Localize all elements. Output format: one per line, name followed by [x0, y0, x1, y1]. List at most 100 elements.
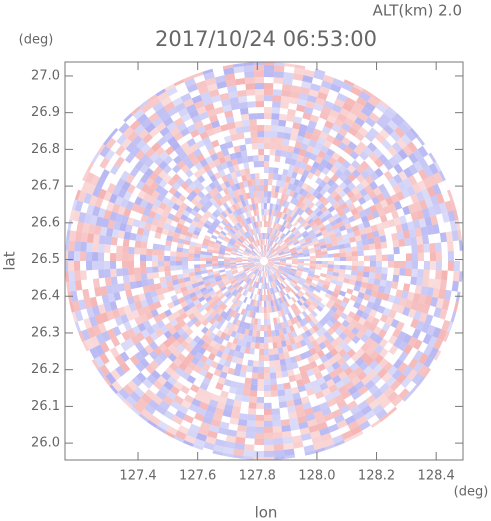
echo-cell [410, 300, 419, 311]
echo-cell [211, 234, 218, 240]
echo-cell [239, 270, 245, 275]
echo-cell [195, 302, 203, 310]
echo-cell [177, 238, 185, 244]
echo-cell [100, 312, 110, 323]
echo-cell [290, 226, 297, 233]
echo-cell [223, 135, 232, 144]
echo-cell [418, 157, 429, 169]
echo-cell [116, 245, 123, 254]
echo-cell [190, 198, 199, 206]
echo-cell [196, 139, 205, 149]
echo-cell [251, 378, 258, 385]
echo-cell [218, 232, 226, 238]
echo-cell [266, 263, 272, 268]
echo-cell [229, 152, 237, 161]
echo-cell [131, 309, 140, 319]
echo-cell [205, 435, 217, 445]
echo-cell [214, 306, 222, 314]
echo-cell [357, 141, 368, 152]
echo-cell [92, 278, 101, 288]
echo-cell [287, 331, 294, 339]
echo-cell [269, 294, 273, 301]
echo-cell [78, 331, 85, 342]
echo-cell [206, 248, 214, 253]
echo-cell [312, 226, 320, 232]
echo-cell [229, 303, 236, 310]
echo-cell [232, 203, 238, 211]
echo-cell [213, 272, 221, 278]
echo-cell [283, 247, 289, 252]
echo-cell [319, 382, 329, 391]
echo-cell [166, 235, 174, 242]
echo-cell [226, 284, 233, 290]
echo-cell [318, 195, 327, 204]
echo-cell [396, 304, 405, 315]
echo-cell [423, 261, 430, 270]
echo-cell [265, 221, 269, 228]
echo-cell [148, 414, 161, 426]
echo-cell [320, 432, 333, 442]
echo-cell [349, 318, 358, 327]
echo-cell [326, 364, 335, 374]
echo-cell [185, 344, 194, 353]
echo-cell [101, 218, 110, 228]
echo-cell [304, 350, 313, 358]
echo-cell [321, 264, 328, 268]
echo-cell [262, 264, 264, 271]
echo-cell [184, 335, 194, 345]
echo-cell [209, 174, 217, 183]
echo-cell [311, 366, 321, 375]
echo-cell [94, 286, 102, 297]
echo-cell [423, 243, 430, 253]
echo-cell [194, 264, 201, 269]
echo-cell [398, 170, 408, 181]
echo-cell [236, 256, 243, 259]
echo-cell [289, 177, 296, 185]
echo-cell [308, 313, 315, 321]
echo-cell [302, 189, 309, 198]
echo-cell [173, 79, 185, 87]
echo-cell [255, 209, 260, 216]
echo-cell [148, 350, 159, 361]
echo-cell [363, 146, 373, 157]
echo-cell [375, 266, 382, 274]
echo-cell [351, 121, 362, 132]
echo-cell [315, 192, 323, 201]
echo-cell [264, 83, 274, 90]
echo-cell [104, 269, 111, 278]
echo-cell [172, 215, 181, 223]
echo-cell [246, 180, 253, 187]
echo-cell [229, 228, 236, 235]
echo-cell [74, 310, 84, 322]
echo-cell [134, 351, 145, 362]
echo-cell [280, 419, 290, 427]
echo-cell [259, 251, 263, 258]
echo-cell [374, 242, 382, 250]
echo-cell [237, 424, 247, 433]
echo-cell [397, 362, 409, 374]
echo-cell [280, 95, 290, 103]
echo-cell [315, 266, 322, 271]
echo-cell [289, 234, 296, 240]
echo-cell [142, 133, 153, 144]
echo-cell [387, 145, 398, 157]
echo-cell [238, 300, 244, 308]
echo-cell [245, 211, 250, 219]
echo-cell [333, 194, 342, 202]
echo-cell [229, 205, 235, 213]
echo-cell [368, 384, 380, 395]
echo-cell [267, 257, 274, 260]
echo-cell [280, 364, 288, 372]
echo-cell [224, 281, 231, 287]
echo-cell [196, 292, 204, 299]
echo-cell [378, 329, 387, 339]
echo-cell [226, 85, 238, 93]
echo-cell [131, 135, 143, 146]
echo-cell [296, 224, 303, 231]
echo-cell [298, 421, 309, 430]
echo-cell [242, 263, 249, 266]
echo-cell [293, 286, 300, 292]
echo-cell [410, 236, 418, 246]
echo-cell [237, 286, 243, 293]
echo-cell [292, 122, 301, 130]
